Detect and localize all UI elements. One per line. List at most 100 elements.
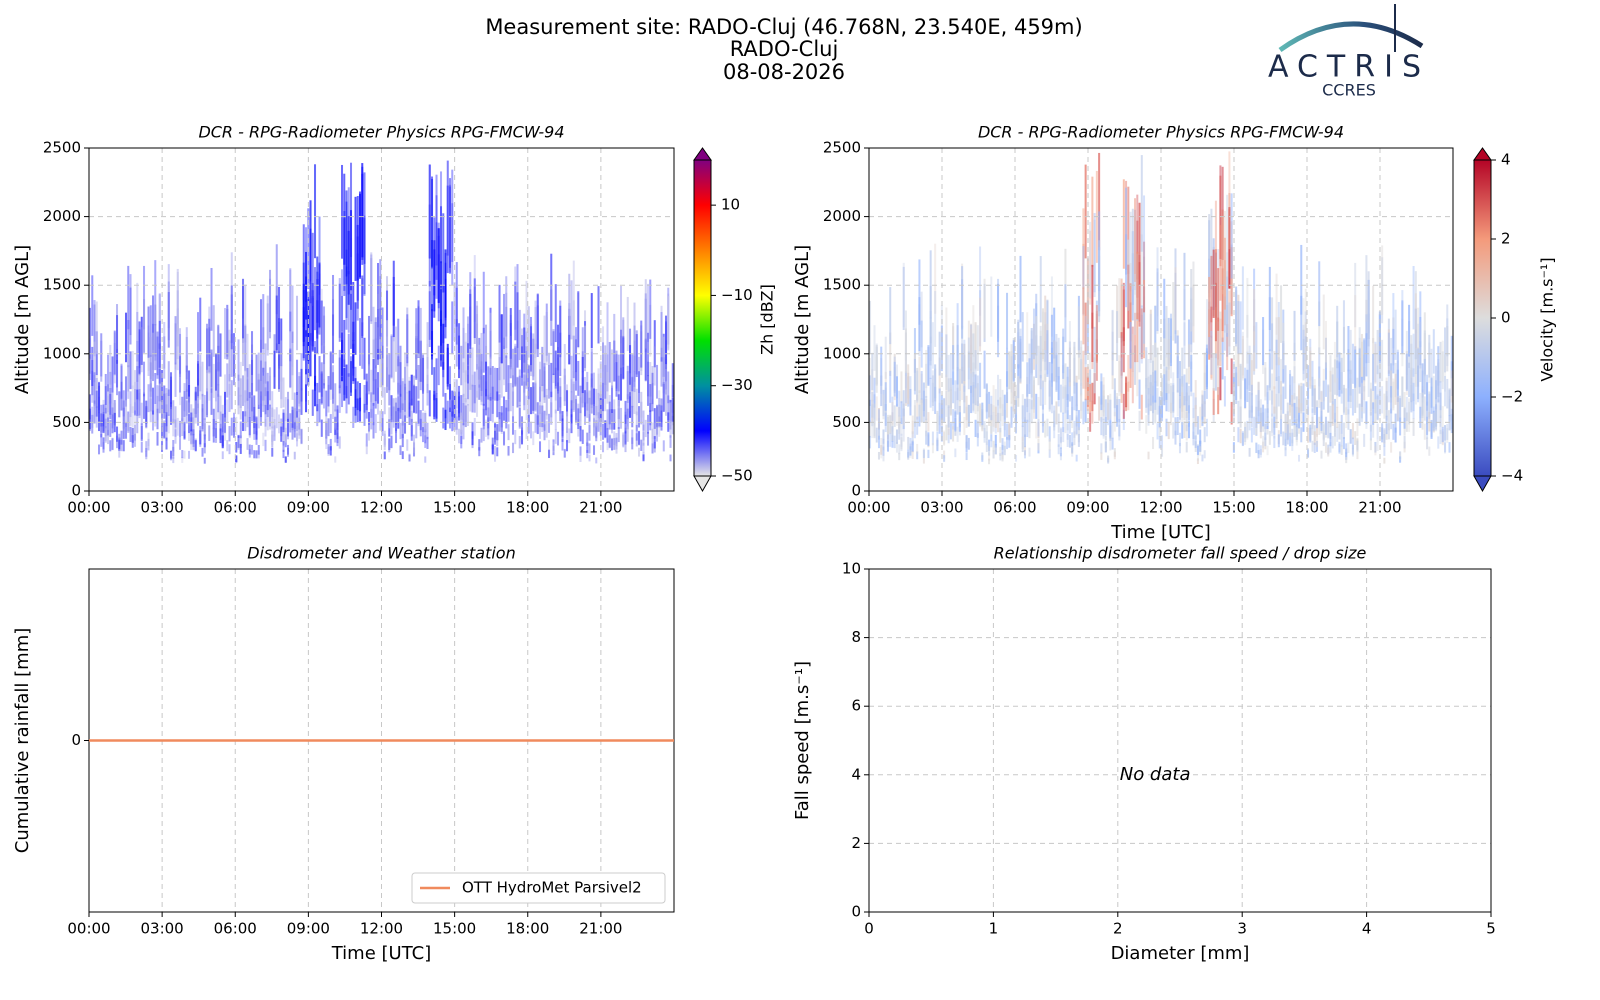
radar-echo bbox=[1109, 420, 1112, 438]
radar-echo bbox=[999, 379, 1002, 409]
radar-echo bbox=[1104, 417, 1107, 436]
radar-echo bbox=[1048, 438, 1051, 451]
radar-echo bbox=[1250, 384, 1253, 413]
radar-echo bbox=[1037, 418, 1040, 437]
radar-echo bbox=[1113, 390, 1116, 417]
radar-echo bbox=[1187, 319, 1190, 367]
radar-echo bbox=[125, 422, 128, 439]
radar-echo bbox=[93, 375, 96, 406]
radar-echo bbox=[370, 252, 373, 320]
radar-echo bbox=[201, 411, 204, 432]
radar-echo bbox=[154, 404, 157, 427]
x-tick-label: 15:00 bbox=[1212, 499, 1255, 517]
radar-echo bbox=[253, 423, 256, 440]
radar-echo bbox=[125, 405, 128, 427]
radar-echo bbox=[476, 390, 479, 417]
radar-echo bbox=[176, 268, 179, 332]
radar-echo bbox=[880, 437, 883, 450]
radar-echo bbox=[188, 450, 191, 459]
radar-echo bbox=[534, 307, 537, 359]
radar-echo bbox=[145, 451, 148, 460]
radar-echo bbox=[1008, 422, 1011, 439]
radar-echo bbox=[1107, 457, 1110, 464]
radar-echo bbox=[1230, 401, 1233, 425]
radar-echo bbox=[154, 260, 157, 326]
radar-echo bbox=[1181, 392, 1184, 418]
radar-echo bbox=[525, 346, 528, 386]
radar-echo bbox=[909, 388, 912, 416]
radar-echo bbox=[208, 367, 211, 401]
radar-echo bbox=[433, 394, 436, 420]
y-tick-label: 0 bbox=[71, 482, 81, 500]
radar-echo bbox=[1248, 392, 1251, 418]
radar-echo bbox=[293, 451, 296, 460]
radar-echo bbox=[916, 443, 919, 454]
radar-echo bbox=[426, 436, 429, 449]
radar-echo bbox=[586, 432, 589, 447]
radar-echo bbox=[305, 369, 308, 402]
radar-echo bbox=[1417, 307, 1420, 359]
radar-echo bbox=[1300, 403, 1303, 426]
radar-echo bbox=[197, 312, 200, 362]
radar-echo bbox=[359, 382, 362, 412]
radar-echo bbox=[1073, 341, 1076, 383]
radar-echo bbox=[1322, 422, 1325, 439]
radar-echo bbox=[604, 382, 607, 412]
radar-echo bbox=[1030, 330, 1033, 375]
radar-echo bbox=[1082, 287, 1085, 345]
radar-echo bbox=[669, 402, 672, 425]
radar-echo bbox=[525, 395, 528, 421]
radar-echo bbox=[1360, 376, 1363, 407]
radar-echo bbox=[273, 425, 276, 441]
radar-echo bbox=[512, 367, 515, 401]
radar-echo bbox=[606, 438, 609, 451]
radar-echo bbox=[264, 361, 267, 397]
radar-echo bbox=[435, 398, 438, 422]
radar-echo bbox=[275, 295, 278, 351]
radar-echo bbox=[98, 396, 101, 421]
radar-echo bbox=[197, 403, 200, 426]
radar-echo bbox=[516, 377, 519, 408]
radar-echo bbox=[938, 402, 941, 426]
radar-echo bbox=[588, 454, 591, 462]
radar-echo bbox=[1167, 383, 1170, 412]
radar-echo bbox=[1439, 381, 1442, 411]
radar-echo bbox=[976, 400, 979, 424]
radar-echo bbox=[289, 311, 292, 362]
radar-echo bbox=[1203, 401, 1206, 425]
radar-echo bbox=[1066, 376, 1069, 407]
radar-echo bbox=[671, 403, 674, 426]
radar-echo bbox=[1280, 419, 1283, 437]
radar-echo bbox=[343, 319, 346, 368]
radar-echo bbox=[237, 374, 240, 406]
radar-echo bbox=[487, 417, 490, 436]
colorbar-label: Velocity [m.s⁻¹] bbox=[1538, 257, 1557, 381]
radar-echo bbox=[496, 391, 499, 418]
radar-echo bbox=[1131, 326, 1134, 372]
radar-echo bbox=[1086, 382, 1089, 411]
radar-echo bbox=[1235, 334, 1238, 378]
radar-echo bbox=[1264, 432, 1267, 447]
x-tick-label: 00:00 bbox=[67, 920, 110, 938]
radar-echo bbox=[581, 327, 584, 373]
radar-echo bbox=[1219, 165, 1222, 259]
radar-echo bbox=[217, 326, 220, 372]
radar-echo bbox=[559, 377, 562, 408]
radar-echo bbox=[262, 327, 265, 373]
radar-echo bbox=[341, 164, 344, 259]
radar-echo bbox=[446, 352, 449, 390]
y-axis-label: Altitude [m AGL] bbox=[792, 245, 813, 394]
radar-echo bbox=[1059, 384, 1062, 413]
radar-echo bbox=[496, 367, 499, 401]
radar-echo bbox=[255, 450, 258, 459]
radar-echo bbox=[131, 406, 134, 428]
radar-echo bbox=[1419, 406, 1422, 428]
radar-echo bbox=[1426, 382, 1429, 411]
radar-echo bbox=[181, 449, 184, 459]
y-tick-label: 2500 bbox=[823, 139, 861, 157]
radar-echo bbox=[350, 162, 353, 258]
radar-echo bbox=[1374, 441, 1377, 453]
radar-echo bbox=[1032, 308, 1035, 360]
radar-echo bbox=[606, 372, 609, 404]
radar-echo bbox=[505, 407, 508, 429]
